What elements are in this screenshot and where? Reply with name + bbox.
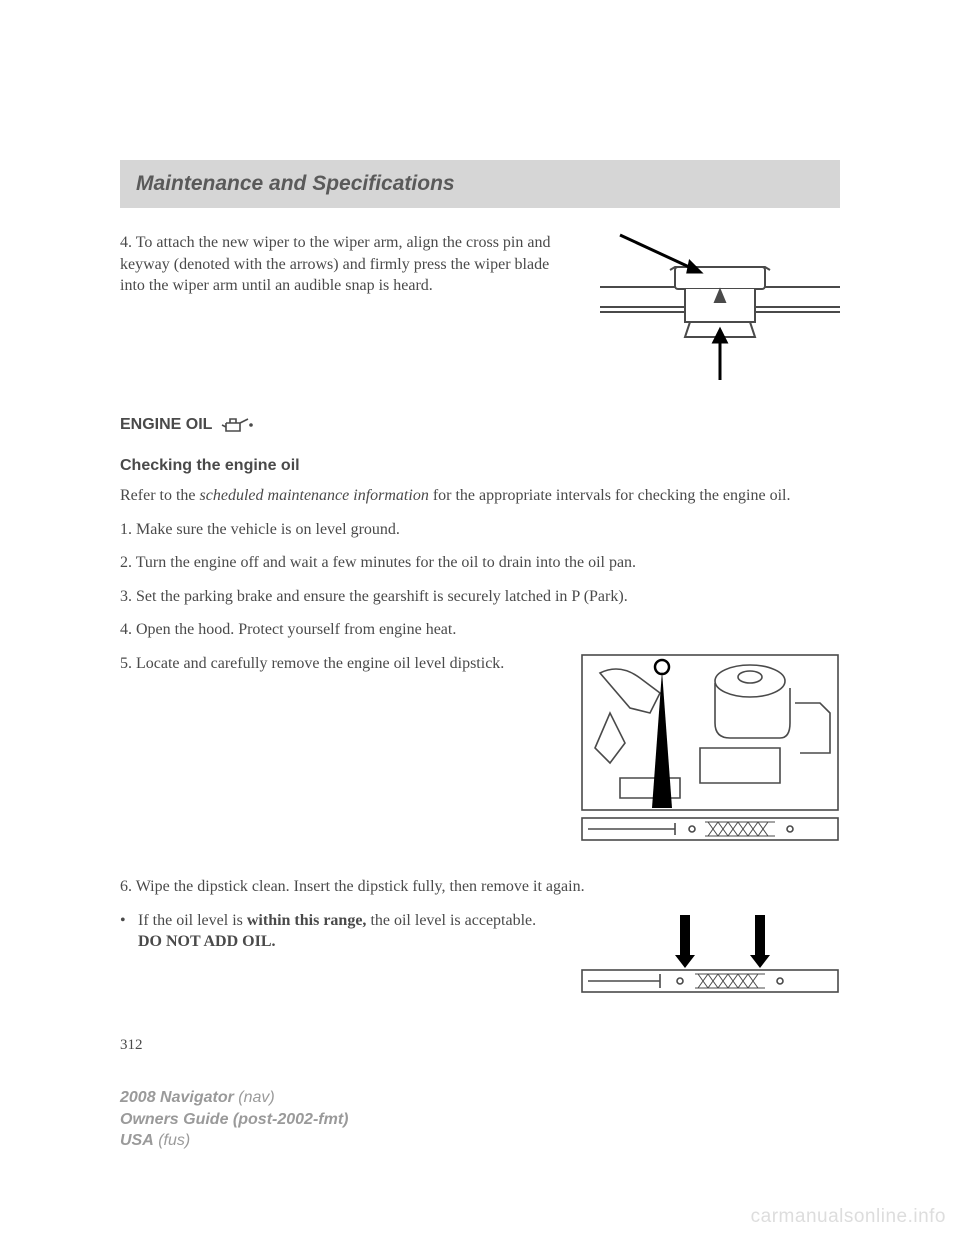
intro-italic: scheduled maintenance information — [200, 487, 429, 504]
dipstick-range-diagram — [580, 910, 840, 1005]
wiper-step-4-block: 4. To attach the new wiper to the wiper … — [120, 232, 840, 387]
intro-prefix: Refer to the — [120, 487, 200, 504]
engine-oil-heading: ENGINE OIL — [120, 415, 840, 435]
oil-step-5-block: 5. Locate and carefully remove the engin… — [120, 653, 840, 848]
wiper-blade-icon — [590, 232, 840, 382]
section-title: Maintenance and Specifications — [136, 172, 824, 196]
bullet-mid: the oil level is acceptable. — [366, 912, 536, 929]
page-number: 312 — [120, 1037, 840, 1054]
footer-model: 2008 Navigator — [120, 1089, 234, 1106]
manual-page: Maintenance and Specifications 4. To att… — [0, 0, 960, 1054]
footer-line-2: Owners Guide (post-2002-fmt) — [120, 1109, 348, 1131]
footer-region: USA — [120, 1132, 154, 1149]
footer-model-code: (nav) — [234, 1089, 275, 1106]
footer-line-1: 2008 Navigator (nav) — [120, 1087, 348, 1109]
bullet-bold-1: within this range, — [247, 912, 367, 929]
oil-step-3: 3. Set the parking brake and ensure the … — [120, 586, 840, 608]
oil-level-bullet-text: If the oil level is within this range, t… — [120, 910, 560, 1005]
engine-dipstick-icon — [580, 653, 840, 843]
dipstick-range-icon — [580, 910, 840, 1000]
watermark-text: carmanualsonline.info — [751, 1206, 946, 1228]
wiper-step-4-text: 4. To attach the new wiper to the wiper … — [120, 232, 570, 387]
footer-line-3: USA (fus) — [120, 1130, 348, 1152]
dipstick-locate-diagram — [580, 653, 840, 848]
oil-level-bullet-block: If the oil level is within this range, t… — [120, 910, 840, 1005]
footer-block: 2008 Navigator (nav) Owners Guide (post-… — [120, 1087, 348, 1152]
section-header-bar: Maintenance and Specifications — [120, 160, 840, 208]
oil-step-4: 4. Open the hood. Protect yourself from … — [120, 619, 840, 641]
oil-can-icon — [220, 415, 254, 435]
footer-region-code: (fus) — [154, 1132, 190, 1149]
intro-paragraph: Refer to the scheduled maintenance infor… — [120, 485, 840, 507]
bullet-prefix: If the oil level is — [138, 912, 247, 929]
bullet-bold-2: DO NOT ADD OIL. — [138, 933, 276, 950]
engine-oil-heading-text: ENGINE OIL — [120, 416, 212, 434]
oil-step-1: 1. Make sure the vehicle is on level gro… — [120, 519, 840, 541]
intro-suffix: for the appropriate intervals for checki… — [429, 487, 791, 504]
wiper-diagram — [590, 232, 840, 387]
checking-oil-subheading: Checking the engine oil — [120, 457, 840, 475]
oil-step-2: 2. Turn the engine off and wait a few mi… — [120, 552, 840, 574]
oil-step-6: 6. Wipe the dipstick clean. Insert the d… — [120, 876, 840, 898]
oil-step-5-text: 5. Locate and carefully remove the engin… — [120, 653, 560, 848]
